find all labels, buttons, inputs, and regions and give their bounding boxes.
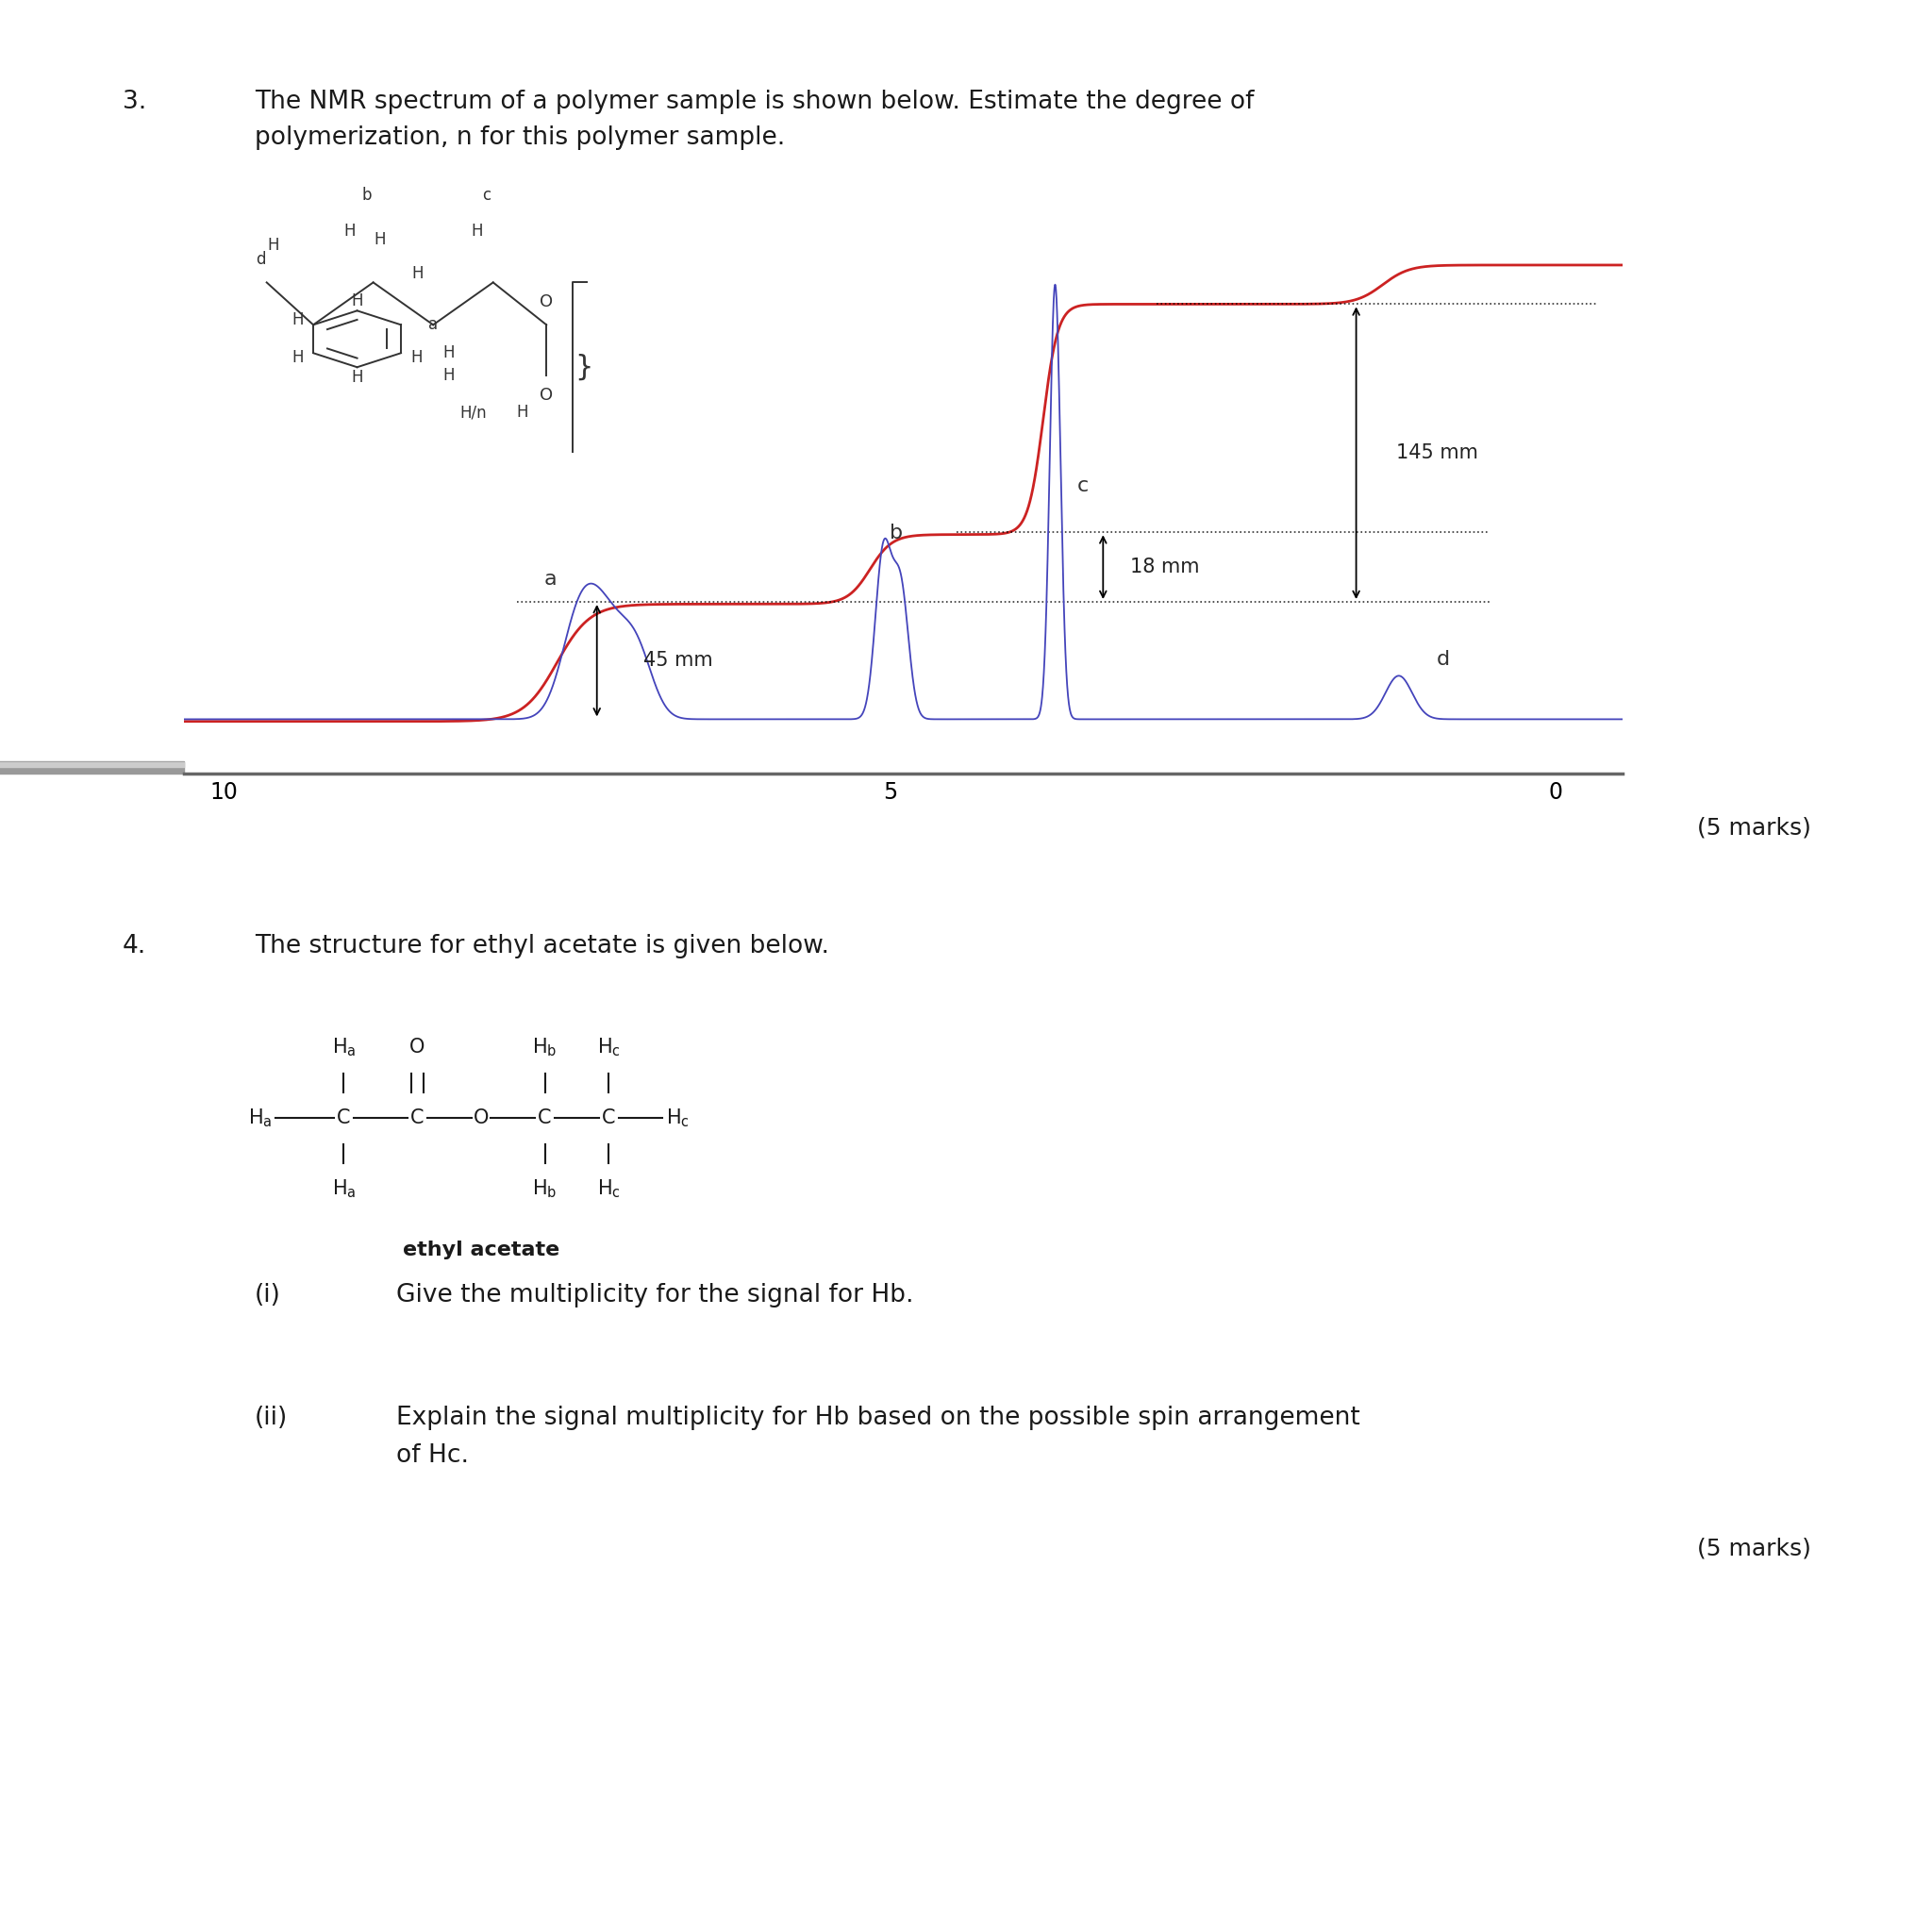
Text: C: C [537, 1109, 553, 1126]
Text: H/n: H/n [460, 404, 487, 421]
Text: a: a [543, 570, 556, 587]
Text: C: C [410, 1109, 425, 1126]
Text: 18 mm: 18 mm [1130, 558, 1200, 576]
Text: H: H [516, 404, 527, 421]
Text: d: d [1435, 649, 1449, 668]
Text: The NMR spectrum of a polymer sample is shown below. Estimate the degree of: The NMR spectrum of a polymer sample is … [255, 89, 1254, 114]
Text: H: H [352, 369, 363, 386]
Text: H: H [344, 222, 355, 240]
Bar [0, 761, 184, 767]
Text: Explain the signal multiplicity for Hb based on the possible spin arrangement: Explain the signal multiplicity for Hb b… [396, 1406, 1360, 1430]
Text: O: O [473, 1109, 489, 1126]
Text: H: H [375, 232, 386, 249]
Text: (i): (i) [255, 1283, 280, 1308]
Text: 145 mm: 145 mm [1397, 444, 1478, 462]
Text: $\mathregular{H_a}$: $\mathregular{H_a}$ [332, 1177, 355, 1200]
Text: of Hc.: of Hc. [396, 1443, 469, 1468]
Text: H: H [292, 311, 303, 328]
Text: a: a [429, 317, 439, 334]
Text: H: H [442, 367, 456, 384]
Text: $\mathregular{H_b}$: $\mathregular{H_b}$ [533, 1036, 556, 1059]
Text: $\mathregular{H_c}$: $\mathregular{H_c}$ [597, 1177, 620, 1200]
Text: $\mathregular{H_c}$: $\mathregular{H_c}$ [665, 1107, 690, 1128]
Text: Give the multiplicity for the signal for Hb.: Give the multiplicity for the signal for… [396, 1283, 914, 1308]
Text: $\mathregular{H_b}$: $\mathregular{H_b}$ [533, 1177, 556, 1200]
Text: 45 mm: 45 mm [643, 651, 713, 670]
Text: $\mathregular{H_c}$: $\mathregular{H_c}$ [597, 1036, 620, 1059]
Text: $\mathregular{H_a}$: $\mathregular{H_a}$ [332, 1036, 355, 1059]
Text: H: H [442, 344, 454, 361]
Text: (5 marks): (5 marks) [1696, 1538, 1812, 1561]
Text: The structure for ethyl acetate is given below.: The structure for ethyl acetate is given… [255, 933, 829, 958]
Text: H: H [471, 222, 483, 240]
Text: $\mathregular{H_a}$: $\mathregular{H_a}$ [249, 1107, 272, 1128]
Text: (ii): (ii) [255, 1406, 288, 1430]
Text: O: O [539, 386, 553, 404]
Text: (5 marks): (5 marks) [1696, 815, 1812, 838]
Text: d: d [257, 251, 267, 269]
Text: c: c [483, 185, 491, 203]
Text: polymerization, n for this polymer sample.: polymerization, n for this polymer sampl… [255, 126, 784, 151]
Text: H: H [410, 350, 423, 367]
Text: H: H [352, 292, 363, 309]
Text: 4.: 4. [122, 933, 147, 958]
Text: 3.: 3. [122, 89, 147, 114]
Text: b: b [361, 185, 371, 203]
Text: H: H [412, 265, 423, 282]
Text: H: H [292, 350, 303, 367]
Text: C: C [601, 1109, 616, 1126]
Text: H: H [267, 238, 280, 255]
Text: }: } [574, 354, 593, 381]
Text: O: O [410, 1037, 425, 1057]
Text: b: b [891, 524, 904, 543]
Text: C: C [336, 1109, 350, 1126]
Text: ethyl acetate: ethyl acetate [402, 1240, 560, 1260]
Text: c: c [1078, 475, 1090, 495]
Bar [0, 761, 184, 773]
Text: O: O [539, 294, 553, 311]
